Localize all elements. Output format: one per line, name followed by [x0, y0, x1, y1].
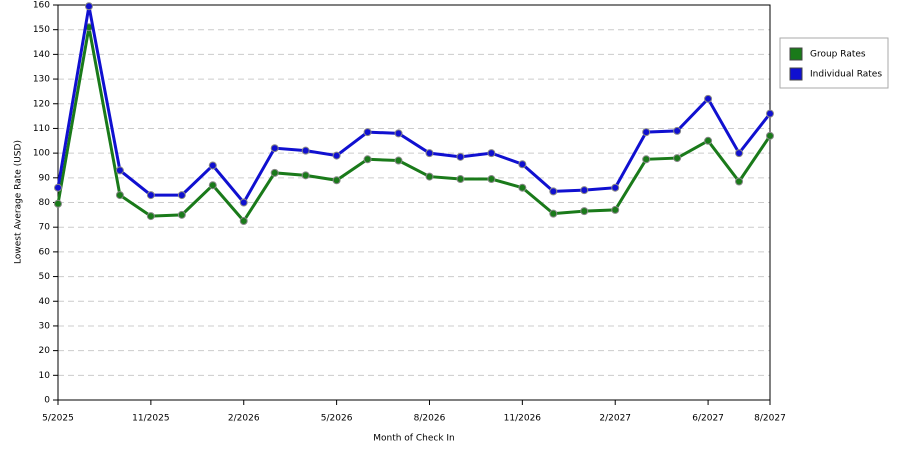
data-point — [54, 183, 62, 192]
y-tick-label: 0 — [44, 396, 50, 406]
y-tick-label: 10 — [39, 371, 51, 381]
y-tick-label: 90 — [39, 173, 51, 183]
data-point — [704, 94, 713, 103]
y-tick-label: 120 — [33, 99, 50, 109]
data-point — [518, 160, 527, 169]
data-point — [673, 126, 682, 135]
legend-swatch — [789, 67, 803, 81]
data-point — [456, 152, 465, 161]
y-tick-label: 60 — [39, 247, 51, 257]
legend-label: Individual Rates — [810, 70, 882, 80]
data-point — [301, 146, 310, 155]
x-tick-label: 6/2027 — [692, 414, 724, 424]
data-point — [704, 136, 713, 145]
data-point — [611, 183, 620, 192]
y-tick-label: 140 — [33, 50, 50, 60]
legend-box — [779, 37, 889, 89]
y-tick-label: 150 — [33, 25, 50, 35]
data-point — [115, 191, 124, 200]
data-point — [673, 154, 682, 163]
x-tick-label: 2/2026 — [228, 414, 260, 424]
x-tick-label: 8/2026 — [414, 414, 446, 424]
data-point — [54, 199, 62, 208]
data-point — [270, 144, 279, 153]
data-point — [301, 171, 310, 180]
data-point — [332, 176, 341, 185]
data-point — [549, 209, 558, 218]
data-point — [549, 187, 558, 196]
y-tick-label: 100 — [33, 149, 50, 159]
y-tick-label: 160 — [33, 1, 50, 11]
data-point — [766, 109, 774, 118]
data-point — [394, 129, 403, 138]
data-point — [487, 149, 496, 158]
data-point — [146, 191, 155, 200]
legend-swatch — [789, 47, 803, 61]
data-point — [363, 155, 372, 164]
series-line — [56, 26, 772, 224]
data-point — [84, 2, 93, 11]
data-point — [363, 128, 372, 137]
data-point — [208, 181, 217, 190]
data-point — [425, 172, 434, 181]
y-tick-label: 50 — [39, 272, 51, 282]
data-point — [239, 217, 248, 226]
data-point — [208, 161, 217, 170]
data-point — [270, 168, 279, 177]
data-point — [580, 186, 589, 195]
data-point — [487, 175, 496, 184]
data-point — [580, 207, 589, 216]
y-tick-label: 20 — [39, 346, 51, 356]
data-point — [735, 149, 744, 158]
data-point — [735, 177, 744, 186]
data-point — [177, 191, 186, 200]
x-axis-label: Month of Check In — [373, 434, 455, 444]
x-tick-label: 11/2026 — [504, 414, 542, 424]
y-tick-label: 130 — [33, 75, 50, 85]
y-tick-label: 70 — [39, 223, 51, 233]
data-point — [332, 151, 341, 160]
data-point — [642, 155, 651, 164]
data-point — [394, 156, 403, 165]
x-tick-label: 11/2025 — [132, 414, 169, 424]
data-point — [239, 198, 248, 207]
x-tick-label: 5/2026 — [321, 414, 353, 424]
data-point — [766, 131, 774, 140]
data-point — [642, 128, 651, 137]
data-point — [611, 205, 620, 214]
x-tick-label: 2/2027 — [599, 414, 631, 424]
y-tick-label: 80 — [39, 198, 51, 208]
y-axis-label: Lowest Average Rate (USD) — [14, 140, 24, 264]
data-point — [456, 175, 465, 184]
y-tick-label: 110 — [33, 124, 50, 134]
y-tick-label: 30 — [39, 321, 51, 331]
x-tick-label: 5/2025 — [42, 414, 74, 424]
x-tick-label: 8/2027 — [754, 414, 786, 424]
data-point — [115, 166, 124, 175]
series-line — [56, 5, 772, 206]
data-point — [425, 149, 434, 158]
data-point — [177, 210, 186, 219]
legend-label: Group Rates — [810, 50, 866, 60]
data-point — [146, 212, 155, 221]
data-point — [518, 183, 527, 192]
y-tick-label: 40 — [39, 297, 51, 307]
